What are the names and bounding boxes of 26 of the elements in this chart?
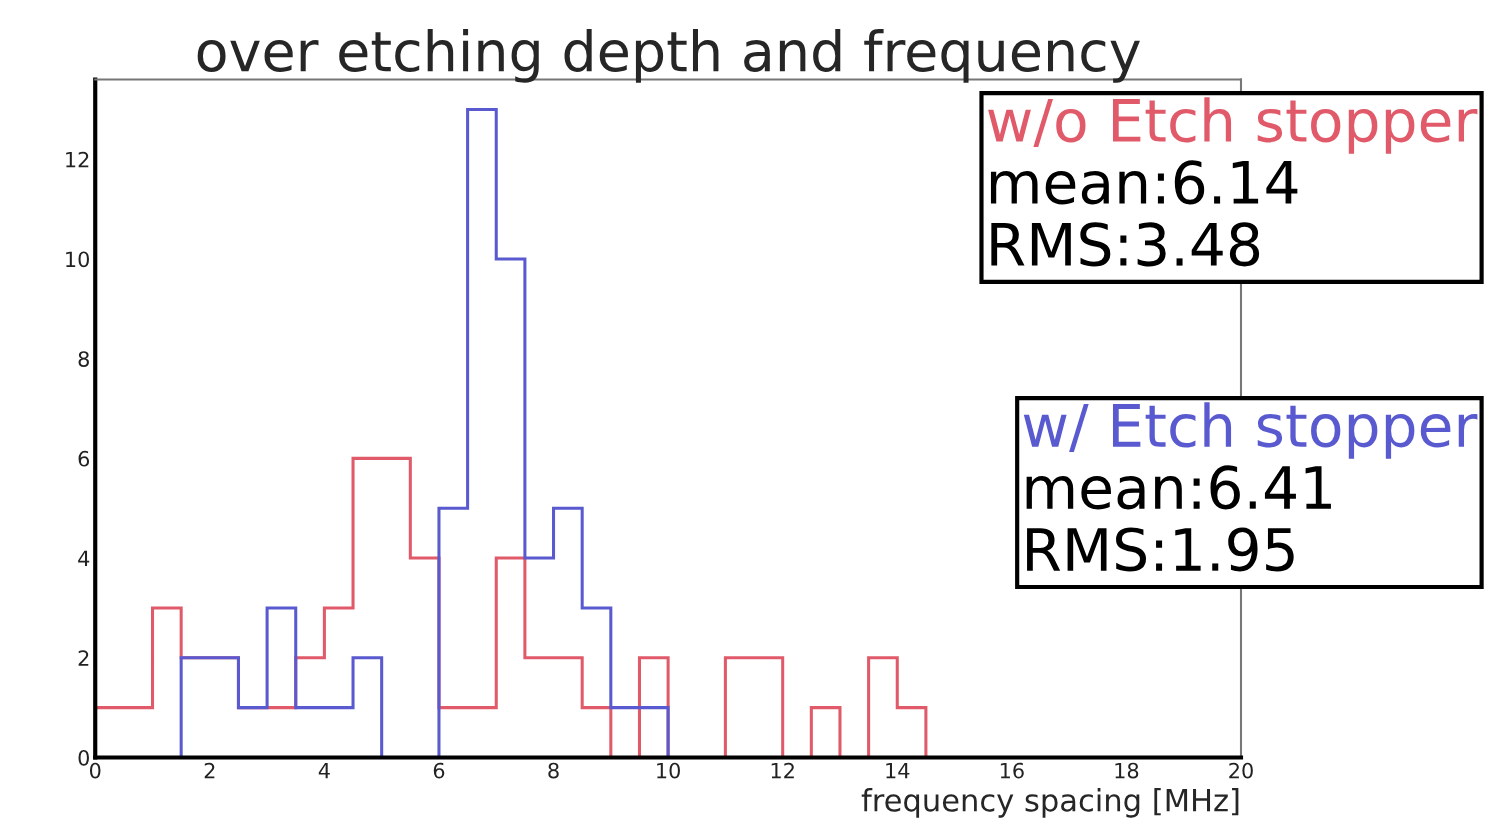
x-tick-label: 12 xyxy=(771,762,794,779)
x-tick-label: 2 xyxy=(204,762,215,779)
text: w/o Etch stopper xyxy=(988,97,1478,154)
x-tick-label: 10 xyxy=(657,762,680,779)
y-tick-label: 6 xyxy=(78,450,90,467)
y-tick-label: 8 xyxy=(78,351,89,367)
text: w/ Etch stopper xyxy=(1023,402,1478,459)
annotation: mean:6.14 xyxy=(990,160,1298,205)
x-tick-label: 8 xyxy=(548,762,559,779)
x-tick-label: 14 xyxy=(886,762,910,779)
x-axis-title: frequency spacing [MHz] xyxy=(861,788,1239,818)
y-tick-label: 2 xyxy=(78,650,89,666)
x-tick-label: 18 xyxy=(1115,762,1139,779)
x-tick-label: 0 xyxy=(89,762,101,779)
y-tick-label: 0 xyxy=(78,749,89,766)
x-tick-label: 4 xyxy=(318,762,330,779)
x-tick-label: 20 xyxy=(1229,762,1253,779)
y-tick-label: 12 xyxy=(66,151,89,168)
y-tick-label: 4 xyxy=(78,550,90,566)
x-tick-label: 16 xyxy=(1000,762,1024,779)
annotation: RMS:1.95 xyxy=(1027,527,1294,572)
y-tick-label: 10 xyxy=(66,251,89,268)
x-tick-label: 6 xyxy=(433,762,445,779)
annotation: RMS:3.48 xyxy=(991,222,1260,267)
chart-title: over etching depth and frequency xyxy=(197,28,1140,83)
annotation: mean:6.41 xyxy=(1026,465,1331,510)
